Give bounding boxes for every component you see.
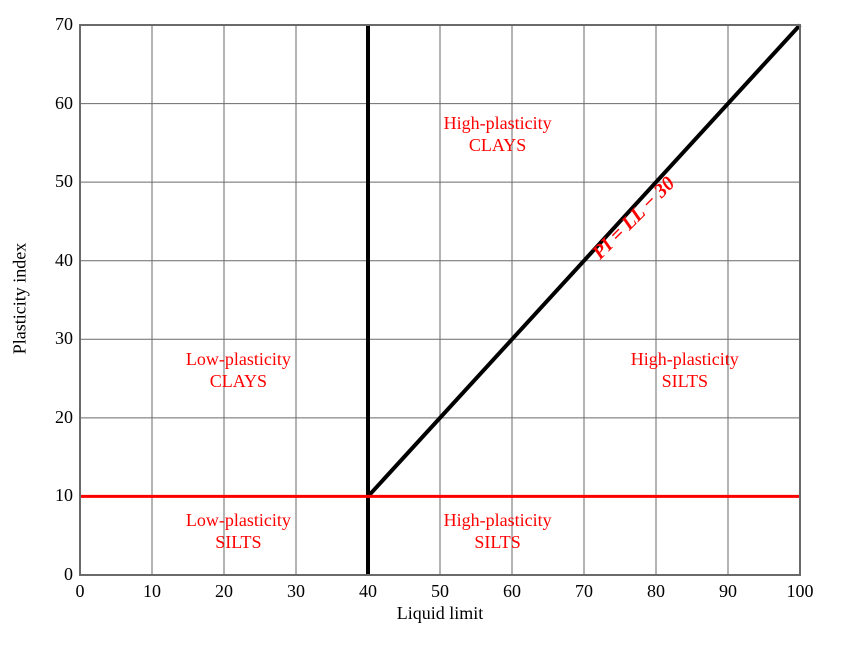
y-axis-label: Plasticity index (10, 229, 31, 369)
y-tick-0: 0 (35, 564, 73, 585)
x-tick-50: 50 (420, 581, 460, 602)
y-tick-60: 60 (35, 93, 73, 114)
region-high-clays: High-plasticityCLAYS (418, 113, 578, 156)
y-tick-20: 20 (35, 407, 73, 428)
y-tick-40: 40 (35, 250, 73, 271)
region-high-silts-below: High-plasticitySILTS (418, 510, 578, 553)
plasticity-chart: 0102030405060708090100010203040506070Liq… (0, 0, 848, 648)
x-tick-100: 100 (780, 581, 820, 602)
y-tick-70: 70 (35, 14, 73, 35)
y-tick-10: 10 (35, 485, 73, 506)
y-tick-30: 30 (35, 328, 73, 349)
x-tick-20: 20 (204, 581, 244, 602)
plot-area (80, 25, 800, 575)
x-tick-70: 70 (564, 581, 604, 602)
x-tick-30: 30 (276, 581, 316, 602)
region-low-clays: Low-plasticityCLAYS (158, 349, 318, 392)
region-low-silts: Low-plasticitySILTS (158, 510, 318, 553)
x-tick-10: 10 (132, 581, 172, 602)
x-tick-80: 80 (636, 581, 676, 602)
x-tick-40: 40 (348, 581, 388, 602)
x-tick-90: 90 (708, 581, 748, 602)
x-axis-label: Liquid limit (380, 603, 500, 624)
plot-svg (80, 25, 800, 575)
x-tick-60: 60 (492, 581, 532, 602)
region-high-silts-above: High-plasticitySILTS (605, 349, 765, 392)
y-tick-50: 50 (35, 171, 73, 192)
